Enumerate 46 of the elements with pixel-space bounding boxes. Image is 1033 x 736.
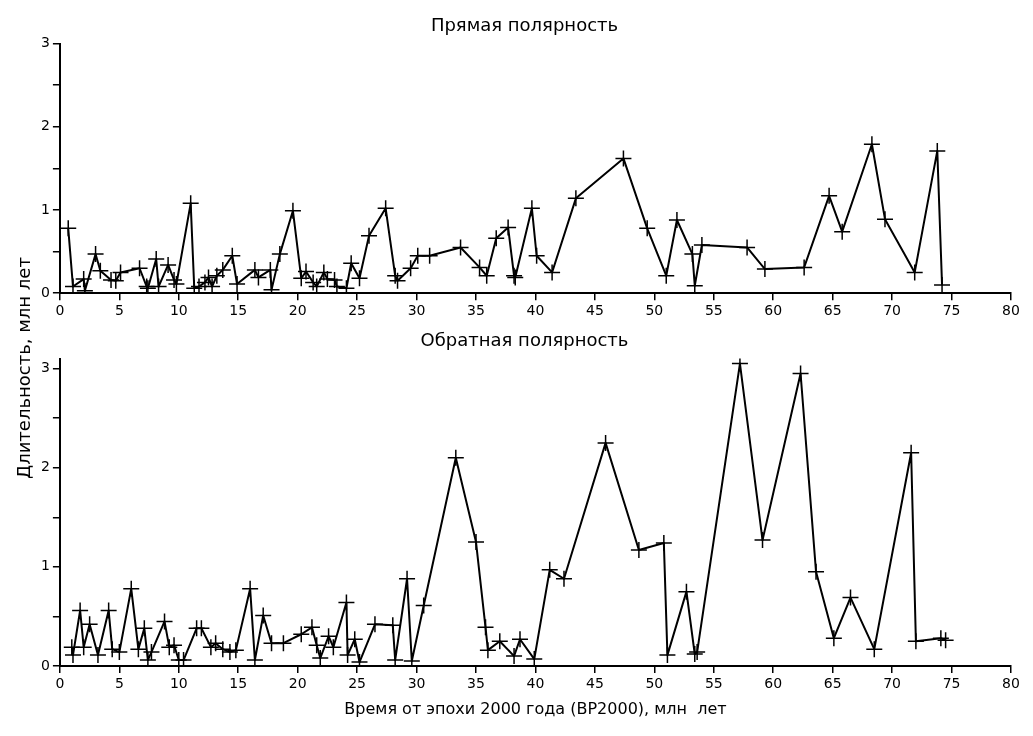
y-tick-label: 3 — [40, 34, 50, 51]
x-tick-label: 10 — [169, 675, 188, 692]
x-tick-label: 25 — [348, 302, 367, 319]
x-tick-label: 45 — [585, 302, 604, 319]
chart-title: Обратная полярность — [420, 329, 629, 351]
y-tick-label: 1 — [40, 200, 50, 217]
x-tick-label: 10 — [169, 302, 188, 319]
x-tick-label: 30 — [407, 675, 426, 692]
x-axis-title: Время от эпохи 2000 года (BP2000), млн лет — [344, 698, 727, 718]
y-tick-label: 0 — [40, 656, 50, 673]
x-tick-label: 20 — [288, 302, 307, 319]
y-axis-title: Длительность, млн лет — [12, 257, 34, 479]
x-tick-label: 40 — [526, 675, 545, 692]
x-tick-label: 60 — [764, 675, 783, 692]
x-tick-label: 65 — [823, 675, 842, 692]
x-tick-label: 70 — [883, 302, 902, 319]
x-tick-label: 55 — [704, 675, 723, 692]
x-tick-label: 40 — [526, 302, 545, 319]
x-tick-label: 45 — [585, 675, 604, 692]
x-tick-label: 65 — [823, 302, 842, 319]
y-tick-label: 3 — [40, 359, 50, 376]
x-tick-label: 35 — [467, 675, 485, 692]
x-tick-label: 20 — [288, 675, 307, 692]
x-tick-label: 0 — [55, 302, 65, 319]
y-tick-label: 0 — [40, 283, 50, 300]
y-tick-label: 2 — [40, 458, 50, 475]
x-tick-label: 5 — [114, 675, 124, 692]
x-tick-label: 0 — [55, 675, 65, 692]
y-tick-label: 2 — [40, 117, 50, 134]
x-tick-label: 80 — [1002, 675, 1020, 692]
x-tick-label: 55 — [704, 302, 723, 319]
x-tick-label: 50 — [645, 302, 664, 319]
x-tick-label: 15 — [229, 675, 248, 692]
y-tick-label: 1 — [40, 557, 50, 574]
x-tick-label: 30 — [407, 302, 426, 319]
x-tick-label: 80 — [1002, 302, 1020, 319]
x-tick-label: 50 — [645, 675, 664, 692]
x-tick-label: 35 — [467, 302, 485, 319]
x-tick-label: 15 — [229, 302, 248, 319]
x-tick-label: 75 — [942, 675, 961, 692]
x-tick-label: 70 — [883, 675, 902, 692]
chart-title: Прямая полярность — [430, 14, 619, 36]
x-tick-label: 5 — [114, 302, 124, 319]
x-tick-label: 25 — [348, 675, 367, 692]
x-tick-label: 60 — [764, 302, 783, 319]
x-tick-label: 75 — [942, 302, 961, 319]
